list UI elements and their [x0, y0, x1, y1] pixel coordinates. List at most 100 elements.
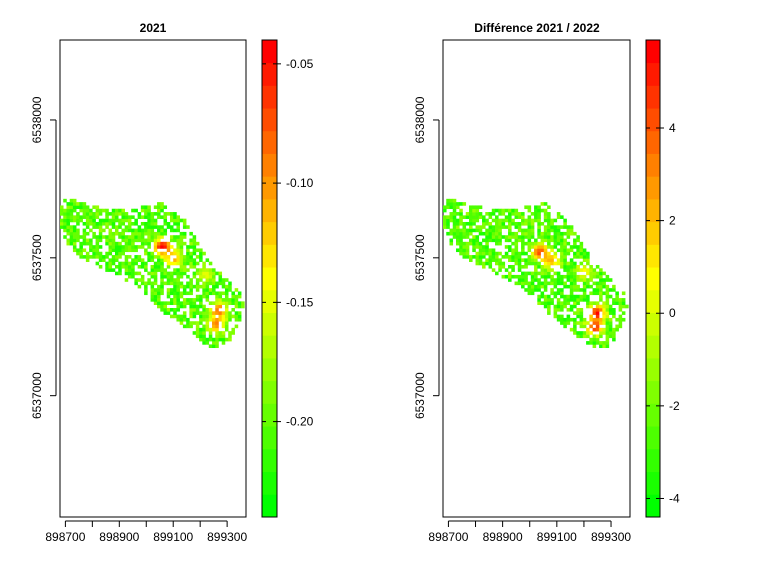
raster-cell [105, 208, 109, 213]
raster-cell [137, 235, 142, 239]
raster-cell [199, 284, 203, 289]
raster-cell [618, 308, 623, 312]
raster-cell [556, 235, 561, 239]
raster-cell [608, 304, 613, 309]
raster-cell [199, 301, 203, 305]
raster-cell [199, 271, 203, 276]
raster-cell [63, 198, 67, 203]
raster-cell [582, 251, 587, 256]
raster-cell [160, 291, 164, 296]
raster-cell [215, 331, 219, 335]
raster-cell [589, 341, 593, 345]
raster-cell [144, 291, 148, 296]
raster-cell [595, 337, 600, 342]
raster-cell [498, 231, 502, 236]
raster-cell [82, 215, 87, 219]
raster-cell [176, 278, 180, 282]
raster-cell [127, 218, 132, 223]
raster-cell [173, 261, 177, 266]
raster-cell [224, 327, 229, 332]
raster-cell [459, 221, 463, 226]
raster-cell [124, 255, 129, 259]
raster-cell [582, 281, 587, 286]
raster-cell [576, 321, 580, 325]
raster-cell [569, 291, 574, 296]
map-panel-difference: Différence 2021 / 2022 898700 898900 89910… [413, 21, 680, 544]
raster-cell [150, 294, 155, 299]
raster-cell [514, 221, 519, 226]
raster-cell [569, 304, 574, 309]
raster-cell [547, 304, 551, 309]
raster-cell [95, 225, 100, 229]
raster-cell [618, 304, 623, 309]
colorbar-segment [262, 130, 277, 154]
raster-cell [530, 221, 535, 226]
raster-cell [176, 248, 180, 253]
raster-cell [612, 334, 616, 339]
raster-cell [527, 231, 532, 236]
raster-cell [615, 327, 619, 332]
raster-cell [550, 268, 554, 272]
raster-cell [605, 288, 610, 292]
raster-cell [69, 202, 74, 206]
raster-cell [488, 225, 493, 229]
raster-cell [140, 228, 145, 233]
raster-cell [111, 245, 116, 249]
raster-cell [189, 261, 193, 266]
raster-cell [530, 261, 535, 266]
raster-cell [459, 248, 463, 253]
raster-cell [157, 251, 161, 256]
raster-cell [212, 327, 216, 332]
colorbar-segment [646, 176, 660, 200]
raster-cell [179, 255, 184, 259]
raster-cell [195, 278, 200, 282]
raster-cell [495, 225, 499, 229]
raster-cell [60, 225, 64, 229]
raster-cell [488, 215, 493, 219]
raster-cell [176, 298, 180, 302]
raster-cell [85, 221, 90, 226]
raster-cell [488, 261, 493, 266]
raster-cell [218, 294, 223, 299]
raster-cell [150, 288, 155, 292]
raster-cell [212, 274, 216, 279]
raster-cell [192, 271, 197, 276]
raster-cell [212, 268, 216, 272]
raster-cell [95, 208, 100, 213]
raster-cell [173, 281, 177, 286]
raster-cell [573, 294, 577, 299]
raster-cell [595, 321, 600, 325]
colorbar-segment [262, 494, 277, 518]
raster-cell [452, 205, 457, 210]
raster-cell [556, 212, 561, 216]
raster-cell [605, 324, 610, 329]
raster-cell [189, 264, 193, 269]
raster-cell [89, 238, 93, 243]
raster-cell [234, 324, 239, 329]
colorbar-segment [262, 85, 277, 109]
raster-cell [182, 268, 187, 272]
raster-cell [560, 231, 564, 236]
raster-cell [182, 314, 187, 319]
raster-cell [186, 258, 190, 262]
raster-cell [543, 238, 548, 243]
raster-cell [121, 218, 125, 223]
raster-cell [586, 271, 590, 276]
raster-cell [153, 294, 158, 299]
raster-cell [459, 215, 463, 219]
raster-cell [521, 231, 525, 236]
raster-cell [592, 311, 597, 315]
raster-cell [547, 308, 551, 312]
raster-cell [234, 314, 239, 319]
raster-cell [569, 245, 574, 249]
raster-cell [459, 218, 463, 223]
raster-cell [212, 301, 216, 305]
raster-cell [195, 298, 200, 302]
raster-cell [127, 225, 132, 229]
raster-cell [72, 231, 77, 236]
raster-cell [98, 218, 103, 223]
raster-cell [563, 264, 567, 269]
raster-cell [105, 218, 109, 223]
raster-cell [199, 321, 203, 325]
colorbar-segment [262, 221, 277, 245]
